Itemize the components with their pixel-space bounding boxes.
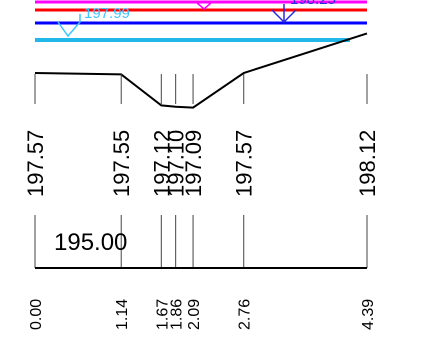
distance-label: 2.76 [237,299,254,330]
elevation-label: 197.10 [164,130,189,197]
water-level-label: 197.99 [84,5,130,22]
elevation-label: 197.57 [23,130,48,197]
distance-label: 0.00 [28,299,45,330]
ground-profile-line [34,32,368,109]
reference-lines [35,0,367,42]
elevation-label: 197.57 [232,130,257,197]
elevation-label: 197.12 [149,130,174,197]
elevation-label: 198.12 [355,130,380,197]
elevation-label: 197.09 [181,130,206,197]
distance-label: 1.86 [169,299,186,330]
water-level-label: 198.25 [290,0,336,8]
elevation-label: 197.55 [109,130,134,197]
distance-label: 4.39 [360,299,377,330]
distance-label: 2.09 [186,299,203,330]
distance-labels: 0.00 1.14 1.671.86 2.09 2.76 4.39 [28,299,377,330]
marker-chevron [195,1,213,10]
water-level-markers: 197.99 198.25 [57,0,336,38]
distance-label: 1.14 [114,299,131,330]
water-level-triangle [57,14,81,38]
station-ticks [34,74,368,268]
water-level-triangle [271,4,297,24]
datum-label: 195.00 [54,229,127,256]
distance-label: 1.67 [154,299,171,330]
